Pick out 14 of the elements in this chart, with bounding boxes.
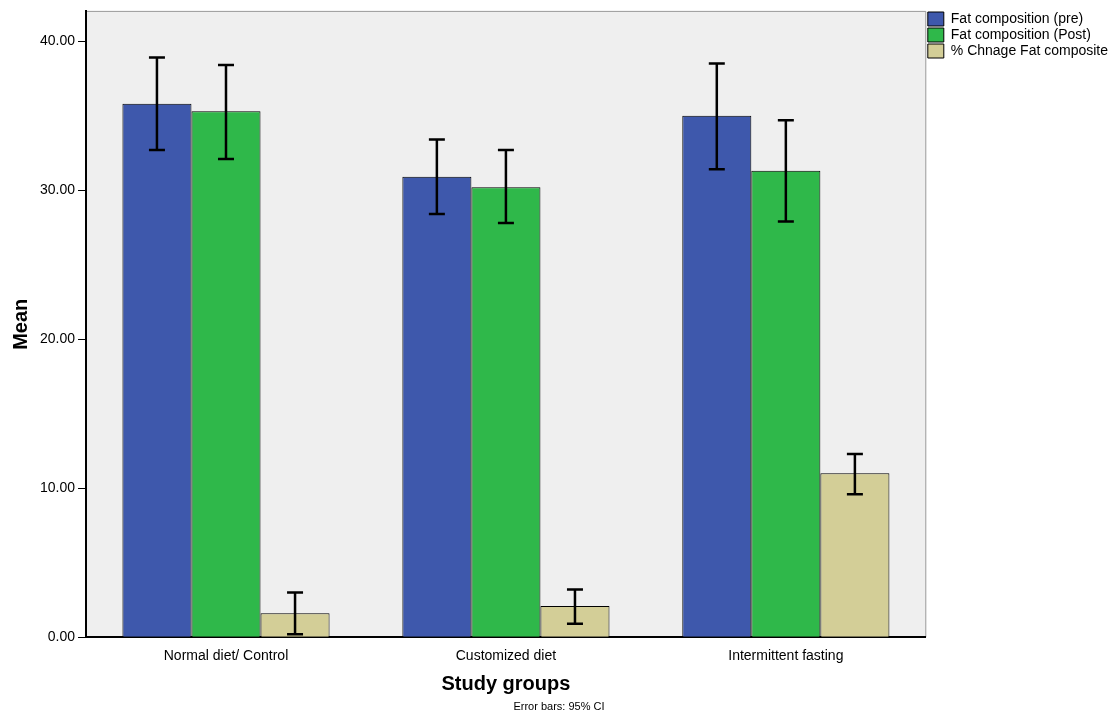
- legend-label: % Chnage Fat composite: [950, 41, 1109, 58]
- y-axis-title: Mean: [8, 298, 31, 350]
- legend-label: Fat composition (pre): [950, 9, 1084, 26]
- y-tick-label: 10.00: [39, 479, 76, 496]
- y-tick-label: 40.00: [39, 32, 76, 49]
- x-tick-label: Customized diet: [455, 647, 557, 664]
- text: Error bars: 95% CI: [512, 700, 606, 712]
- y-tick-label: 20.00: [39, 330, 76, 347]
- legend-label: Fat composition (Post): [950, 25, 1091, 42]
- x-tick-label: Intermittent fasting: [728, 647, 844, 664]
- y-tick-label: 0.00: [47, 628, 76, 645]
- x-axis-title: Study groups: [441, 671, 571, 694]
- y-tick-label: 30.00: [39, 181, 76, 198]
- x-tick-label: Normal diet/ Control: [163, 647, 289, 664]
